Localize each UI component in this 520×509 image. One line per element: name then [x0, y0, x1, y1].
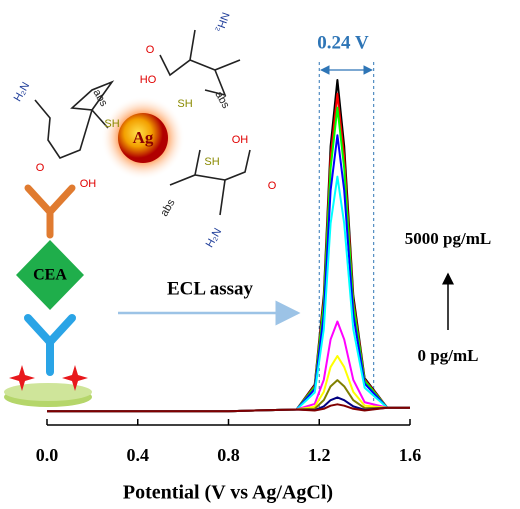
immuno-stack — [4, 184, 92, 407]
silver-particle — [118, 113, 168, 163]
ecl-curve — [47, 106, 410, 413]
high-concentration: 5000 pg/mL — [405, 229, 491, 248]
atom-label: abs — [158, 197, 178, 219]
atom-label: abs — [90, 87, 110, 109]
peak-width-label: 0.24 V — [317, 32, 369, 53]
x-tick-label: 1.2 — [308, 445, 331, 465]
atom-label: H₂N — [12, 80, 32, 104]
low-concentration: 0 pg/mL — [418, 346, 479, 365]
ecl-curve — [47, 403, 410, 413]
antigen-label: CEA — [33, 267, 67, 284]
x-tick-label: 0.4 — [127, 445, 150, 465]
atom-label: O — [146, 44, 155, 56]
x-axis-label: Potential (V vs Ag/AgCl) — [123, 482, 333, 504]
atom-label: NH₂ — [213, 11, 231, 34]
x-tick-label: 0.8 — [217, 445, 240, 465]
atom-label: H₂N — [204, 226, 224, 250]
atom-label: SH — [177, 98, 192, 110]
ecl-curve — [47, 320, 410, 413]
atom-label: O — [268, 180, 277, 192]
particle-label: Ag — [133, 128, 154, 147]
atom-label: SH — [204, 156, 219, 168]
assay-label: ECL assay — [167, 278, 254, 299]
atom-label: SH — [104, 118, 119, 130]
atom-label: HO — [140, 74, 157, 86]
atom-label: OH — [232, 134, 249, 146]
x-tick-label: 0.0 — [36, 445, 59, 465]
atom-label: O — [36, 162, 45, 174]
atom-label: OH — [80, 178, 97, 190]
molecule-skeletons — [34, 29, 251, 216]
atom-label: abs — [212, 89, 232, 111]
ecl-curve — [47, 134, 410, 413]
ecl-curve — [47, 79, 410, 413]
x-tick-label: 1.6 — [399, 445, 422, 465]
